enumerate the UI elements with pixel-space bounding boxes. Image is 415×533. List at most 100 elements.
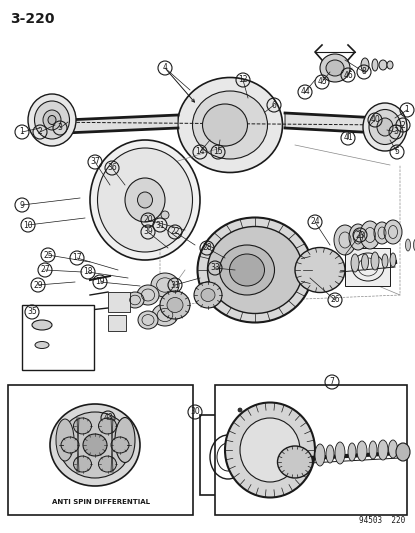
- Polygon shape: [65, 115, 178, 133]
- Text: 17: 17: [72, 254, 82, 262]
- Ellipse shape: [90, 140, 200, 260]
- Text: 1: 1: [405, 106, 409, 115]
- Ellipse shape: [203, 104, 247, 146]
- Ellipse shape: [56, 419, 74, 461]
- Ellipse shape: [125, 178, 165, 222]
- Text: 43: 43: [103, 414, 113, 423]
- Text: 44: 44: [300, 87, 310, 96]
- Text: 40: 40: [370, 116, 380, 125]
- Text: 35: 35: [27, 308, 37, 317]
- Text: 24: 24: [310, 217, 320, 227]
- Text: 33: 33: [210, 263, 220, 272]
- Ellipse shape: [167, 297, 183, 312]
- Ellipse shape: [361, 254, 369, 270]
- Ellipse shape: [194, 282, 222, 308]
- Ellipse shape: [152, 304, 178, 326]
- Ellipse shape: [50, 404, 140, 486]
- Bar: [22, 305, 94, 370]
- Bar: [345, 248, 390, 286]
- Polygon shape: [285, 113, 380, 133]
- Ellipse shape: [28, 94, 76, 146]
- Text: 3-220: 3-220: [10, 12, 54, 26]
- Text: 27: 27: [40, 265, 50, 274]
- Ellipse shape: [377, 118, 393, 136]
- Ellipse shape: [160, 291, 190, 319]
- Ellipse shape: [361, 58, 369, 72]
- Ellipse shape: [198, 217, 312, 322]
- Bar: [108, 292, 130, 312]
- Text: 14: 14: [195, 148, 205, 157]
- Text: 10: 10: [23, 221, 33, 230]
- Text: 2: 2: [400, 120, 405, 130]
- Ellipse shape: [73, 418, 91, 434]
- Ellipse shape: [59, 412, 131, 478]
- Ellipse shape: [363, 103, 407, 151]
- Ellipse shape: [126, 292, 144, 308]
- Ellipse shape: [384, 220, 402, 244]
- Ellipse shape: [351, 254, 359, 272]
- Ellipse shape: [137, 192, 152, 208]
- Ellipse shape: [178, 77, 283, 173]
- Ellipse shape: [405, 239, 410, 251]
- Ellipse shape: [378, 440, 388, 460]
- Text: 23: 23: [355, 230, 365, 239]
- Bar: [108, 315, 126, 331]
- Ellipse shape: [320, 54, 350, 82]
- Ellipse shape: [278, 446, 312, 478]
- Text: 39: 39: [143, 228, 153, 237]
- Ellipse shape: [348, 443, 356, 461]
- Ellipse shape: [208, 227, 303, 313]
- Bar: [200, 415, 300, 495]
- Ellipse shape: [371, 252, 379, 270]
- Ellipse shape: [111, 437, 129, 453]
- Ellipse shape: [48, 116, 56, 125]
- Ellipse shape: [379, 60, 387, 70]
- Text: 37: 37: [90, 157, 100, 166]
- Text: 6: 6: [271, 101, 276, 109]
- Text: 15: 15: [213, 148, 223, 157]
- Ellipse shape: [349, 224, 367, 250]
- Text: 3: 3: [393, 127, 398, 136]
- Text: 22: 22: [170, 228, 180, 237]
- Ellipse shape: [225, 402, 315, 497]
- Text: 28: 28: [202, 244, 212, 253]
- Text: 31: 31: [170, 280, 180, 289]
- Ellipse shape: [326, 445, 334, 463]
- Ellipse shape: [315, 444, 325, 466]
- Ellipse shape: [357, 441, 367, 461]
- Text: 45: 45: [317, 77, 327, 86]
- Ellipse shape: [35, 342, 49, 349]
- Ellipse shape: [229, 254, 264, 286]
- Ellipse shape: [360, 221, 380, 249]
- Bar: [8, 385, 193, 515]
- Text: 18: 18: [83, 268, 93, 277]
- Text: 2: 2: [38, 127, 42, 136]
- Ellipse shape: [161, 211, 169, 219]
- Text: 94503  220: 94503 220: [359, 516, 405, 525]
- Ellipse shape: [369, 441, 377, 459]
- Ellipse shape: [238, 408, 242, 412]
- Ellipse shape: [43, 110, 61, 130]
- Text: 30: 30: [190, 408, 200, 416]
- Ellipse shape: [388, 440, 398, 458]
- Ellipse shape: [372, 59, 378, 71]
- Ellipse shape: [295, 247, 345, 293]
- Ellipse shape: [369, 109, 401, 144]
- Text: 19: 19: [95, 278, 105, 287]
- Text: 9: 9: [20, 200, 24, 209]
- Text: 29: 29: [33, 280, 43, 289]
- Ellipse shape: [326, 60, 344, 76]
- Ellipse shape: [193, 91, 268, 159]
- Ellipse shape: [115, 417, 135, 463]
- Text: 1: 1: [20, 127, 24, 136]
- Text: 25: 25: [43, 251, 53, 260]
- Text: ANTI SPIN DIFFERENTIAL: ANTI SPIN DIFFERENTIAL: [51, 499, 149, 505]
- Ellipse shape: [32, 320, 52, 330]
- Text: 5: 5: [395, 148, 400, 157]
- Ellipse shape: [382, 254, 388, 268]
- Ellipse shape: [240, 418, 300, 482]
- Text: 8: 8: [361, 68, 366, 77]
- Ellipse shape: [387, 61, 393, 69]
- Ellipse shape: [98, 148, 193, 252]
- Text: 20: 20: [143, 215, 153, 224]
